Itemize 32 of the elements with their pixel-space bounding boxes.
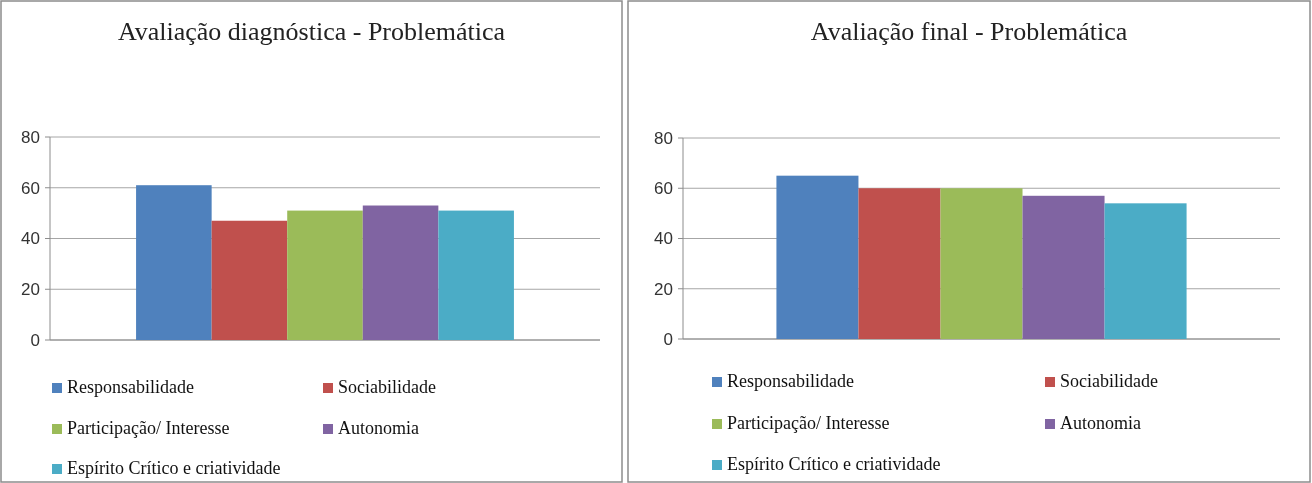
bar	[1104, 203, 1187, 339]
legend-label: Sociabilidade	[338, 377, 436, 397]
y-tick-label: 80	[21, 127, 40, 147]
chart-title: Avaliação diagnóstica - Problemática	[117, 17, 506, 46]
legend-label: Autonomia	[1060, 413, 1141, 433]
bar	[287, 210, 363, 340]
legend-label: Responsabilidade	[67, 377, 194, 397]
chart-title: Avaliação final - Problemática	[810, 17, 1128, 46]
y-tick-label: 20	[654, 279, 673, 299]
y-tick-label: 80	[654, 128, 673, 148]
legend-label: Participação/ Interesse	[727, 413, 890, 433]
y-tick-label: 0	[30, 330, 40, 350]
legend-label: Participação/ Interesse	[67, 418, 230, 438]
legend-label: Responsabilidade	[727, 371, 854, 391]
y-tick-label: 20	[21, 280, 40, 300]
legend-label: Sociabilidade	[1060, 371, 1158, 391]
y-tick-label: 0	[663, 329, 673, 349]
y-tick-label: 40	[654, 229, 673, 249]
legend-label: Espírito Crítico e criatividade	[727, 454, 941, 474]
legend-label: Espírito Crítico e criatividade	[67, 458, 281, 478]
bar	[136, 185, 212, 340]
bar	[858, 188, 941, 339]
legend-label: Autonomia	[338, 418, 419, 438]
y-tick-label: 60	[654, 179, 673, 199]
bar	[940, 188, 1023, 339]
y-tick-label: 60	[21, 178, 40, 198]
bar	[438, 210, 514, 340]
bar	[1022, 195, 1105, 339]
bar	[362, 205, 439, 340]
bar	[211, 220, 288, 340]
bar	[776, 175, 859, 339]
y-tick-label: 40	[21, 229, 40, 249]
